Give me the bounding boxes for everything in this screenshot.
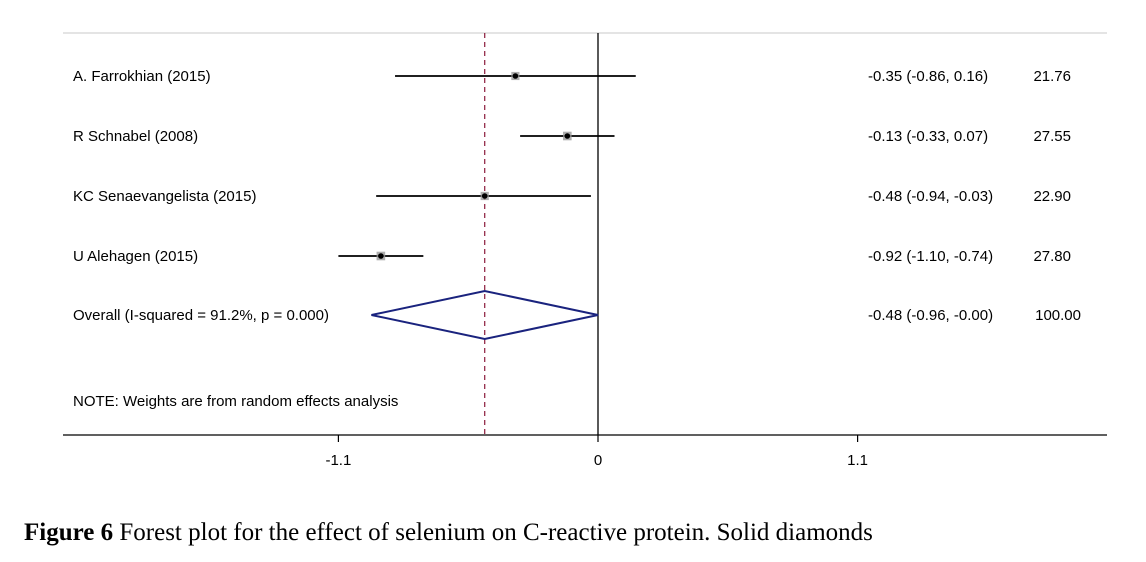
figure-caption: Figure 6 Forest plot for the effect of s… — [24, 519, 873, 547]
study-weight: 27.80 — [1033, 248, 1071, 265]
study-weight: 27.55 — [1033, 128, 1071, 145]
weights-note: NOTE: Weights are from random effects an… — [73, 393, 398, 410]
overall-weight: 100.00 — [1035, 307, 1081, 324]
study-effect-ci: -0.35 (-0.86, 0.16) — [868, 68, 988, 85]
study-label: U Alehagen (2015) — [73, 248, 198, 265]
x-tick-label: -1.1 — [325, 452, 351, 469]
overall-label: Overall (I-squared = 91.2%, p = 0.000) — [73, 307, 329, 324]
study-weight: 21.76 — [1033, 68, 1071, 85]
study-label: R Schnabel (2008) — [73, 128, 198, 145]
study-point-estimate — [564, 133, 571, 139]
study-weight: 22.90 — [1033, 188, 1071, 205]
x-tick-label: 0 — [594, 452, 602, 469]
figure-caption-label: Figure 6 — [24, 519, 114, 546]
study-label: A. Farrokhian (2015) — [73, 68, 211, 85]
overall-effect-ci: -0.48 (-0.96, -0.00) — [868, 307, 993, 324]
study-label: KC Senaevangelista (2015) — [73, 188, 256, 205]
overall-diamond — [371, 289, 599, 341]
figure-caption-text: Forest plot for the effect of selenium o… — [113, 519, 873, 546]
x-tick-label: 1.1 — [847, 452, 868, 469]
study-point-estimate — [378, 253, 384, 259]
study-point-estimate — [512, 73, 519, 79]
study-effect-ci: -0.13 (-0.33, 0.07) — [868, 128, 988, 145]
study-effect-ci: -0.92 (-1.10, -0.74) — [868, 248, 993, 265]
study-point-estimate — [481, 193, 488, 199]
study-effect-ci: -0.48 (-0.94, -0.03) — [868, 188, 993, 205]
